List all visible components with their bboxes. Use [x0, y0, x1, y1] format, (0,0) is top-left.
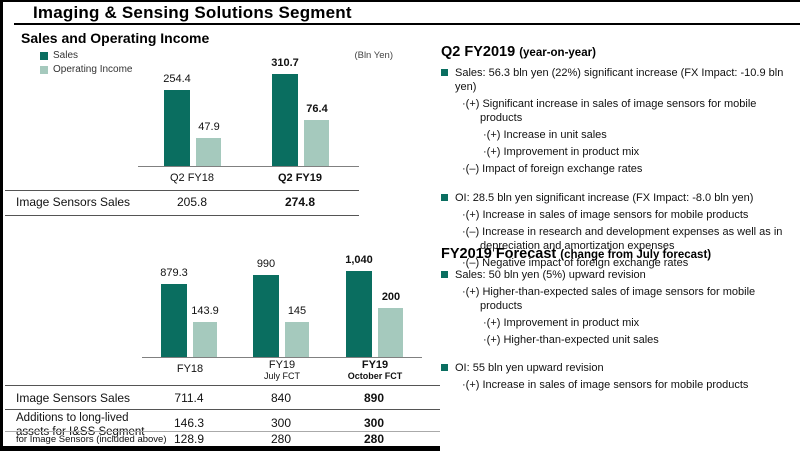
table1-row-label: Image Sensors Sales: [16, 195, 131, 209]
table2-row1-fy19july: 840: [270, 391, 292, 405]
section-q2fy2019-heading: Q2 FY2019 (year-on-year): [441, 44, 799, 60]
table2-thin-rule: [5, 431, 440, 432]
table2-row3-fy19july: 280: [270, 432, 292, 446]
left-panel-bottom-bar: [3, 446, 440, 451]
sub-bullet: ·(+) Significant increase in sales of im…: [462, 98, 757, 125]
chart2-baseline: [142, 357, 422, 358]
chart2-category-fy19oct: FY19 October FCT: [334, 359, 416, 381]
sub-bullet: ·(–) Negative impact of foreign exchange…: [462, 256, 689, 269]
value-label-fy18-oi: 143.9: [191, 305, 219, 317]
sub-bullet: ·(+) Increase in sales of image sensors …: [462, 379, 749, 392]
bar-q2fy19-sales: [272, 74, 298, 166]
chart1-category-q2fy18: Q2 FY18: [169, 172, 215, 184]
section-q2fy2019: Q2 FY2019 (year-on-year) Sales: 56.3 bln…: [441, 44, 799, 273]
table2-row2-fy18: 146.3: [173, 416, 205, 430]
chart2-category-fy19july-line2: July FCT: [264, 371, 300, 381]
operating-income-swatch-icon: [40, 65, 48, 74]
sub-bullet: ·(+) Improvement in product mix: [483, 146, 640, 159]
bullet-square-icon: [441, 193, 448, 201]
sub-bullet: ·(+) Higher-than-expected unit sales: [483, 334, 659, 347]
section-q2fy2019-subtitle: (year-on-year): [519, 47, 596, 59]
bar-fy19oct-sales: [346, 271, 372, 357]
table2-row3-fy19oct: 280: [363, 432, 385, 446]
sub-bullet: ·(–) Impact of foreign exchange rates: [462, 163, 643, 176]
sub-bullet: ·(+) Improvement in product mix: [483, 317, 640, 330]
legend-oi-label: Operating Income: [53, 64, 133, 75]
value-label-q2fy18-oi: 47.9: [198, 121, 220, 133]
section-forecast-heading: FY2019 Forecast (change from July foreca…: [441, 246, 799, 262]
legend-item-sales: Sales: [40, 50, 133, 61]
table2-row3-fy18: 128.9: [173, 432, 205, 446]
table2-row2-fy19july: 300: [270, 416, 292, 430]
table1-value-q2fy19: 274.8: [284, 195, 316, 209]
sub-bullet: ·(+) Increase in sales of image sensors …: [462, 208, 749, 221]
bar-fy18-sales: [161, 284, 187, 357]
section-forecast-title: FY2019 Forecast: [441, 246, 557, 262]
table2-top-rule: [5, 385, 440, 386]
legend-sales-label: Sales: [53, 50, 79, 61]
bar-fy18-oi: [193, 322, 217, 357]
value-label-q2fy18-sales: 254.4: [163, 73, 191, 85]
table2-mid-rule: [5, 409, 440, 410]
left-panel-heading: Sales and Operating Income: [21, 30, 210, 46]
sales-swatch-icon: [40, 51, 48, 60]
value-label-q2fy19-sales: 310.7: [271, 57, 299, 69]
value-label-fy19july-oi: 145: [287, 305, 307, 317]
chart2-category-fy19oct-line1: FY19: [361, 359, 389, 371]
table2-row3-label: for Image Sensors (included above): [16, 434, 167, 445]
chart1-baseline: [138, 166, 359, 167]
page-title: Imaging & Sensing Solutions Segment: [33, 3, 352, 22]
section-fy2019-forecast: FY2019 Forecast (change from July foreca…: [441, 246, 799, 396]
bar-fy19july-sales: [253, 275, 279, 357]
bar-fy19july-oi: [285, 322, 309, 357]
legend-item-operating-income: Operating Income: [40, 64, 133, 75]
chart1-category-q2fy19: Q2 FY19: [277, 172, 323, 184]
section-forecast-subtitle: (change from July forecast): [560, 249, 712, 261]
bullet-oi-forecast: OI: 55 bln yen upward revision: [441, 361, 799, 375]
bullet-sales-forecast: Sales: 50 bln yen (5%) upward revision: [441, 268, 799, 282]
bullet-square-icon: [441, 364, 448, 372]
bullet-square-icon: [441, 271, 448, 278]
bar-fy19oct-oi: [378, 308, 403, 357]
value-label-fy18-sales: 879.3: [160, 267, 188, 279]
table1-bottom-rule: [5, 215, 359, 216]
bullet-square-icon: [441, 69, 448, 76]
table2-row1-fy19oct: 890: [363, 391, 385, 405]
chart2-category-fy18: FY18: [176, 363, 204, 375]
value-label-fy19july-sales: 990: [256, 258, 276, 270]
bar-q2fy18-sales: [164, 90, 190, 166]
chart-legend: Sales Operating Income: [40, 50, 133, 78]
table2-row1-label: Image Sensors Sales: [16, 391, 131, 405]
sub-bullet: ·(+) Increase in unit sales: [483, 129, 607, 142]
value-label-fy19oct-oi: 200: [381, 291, 401, 303]
bar-q2fy18-oi: [196, 138, 221, 166]
table1-top-rule: [5, 190, 359, 191]
table2-row2-fy19oct: 300: [363, 416, 385, 430]
unit-label: (Bln Yen): [354, 50, 393, 61]
value-label-fy19oct-sales: 1,040: [345, 254, 373, 266]
chart2-category-fy19july: FY19 July FCT: [241, 359, 323, 381]
chart2-category-fy19july-line1: FY19: [268, 359, 296, 371]
table1-value-q2fy18: 205.8: [176, 195, 208, 209]
value-label-q2fy19-oi: 76.4: [306, 103, 328, 115]
sub-bullet: ·(+) Higher-than-expected sales of image…: [462, 286, 756, 313]
section-q2fy2019-title: Q2 FY2019: [441, 44, 516, 60]
bullet-sales-yoy: Sales: 56.3 bln yen (22%) significant in…: [441, 66, 799, 94]
title-underline: [14, 23, 800, 25]
table2-row1-fy18: 711.4: [174, 391, 204, 405]
bullet-oi-yoy: OI: 28.5 bln yen significant increase (F…: [441, 191, 799, 205]
sub-bullet: ·(–) Increase in research and developmen…: [462, 225, 783, 252]
chart2-category-fy19oct-line2: October FCT: [347, 371, 403, 381]
bar-q2fy19-oi: [304, 120, 329, 166]
